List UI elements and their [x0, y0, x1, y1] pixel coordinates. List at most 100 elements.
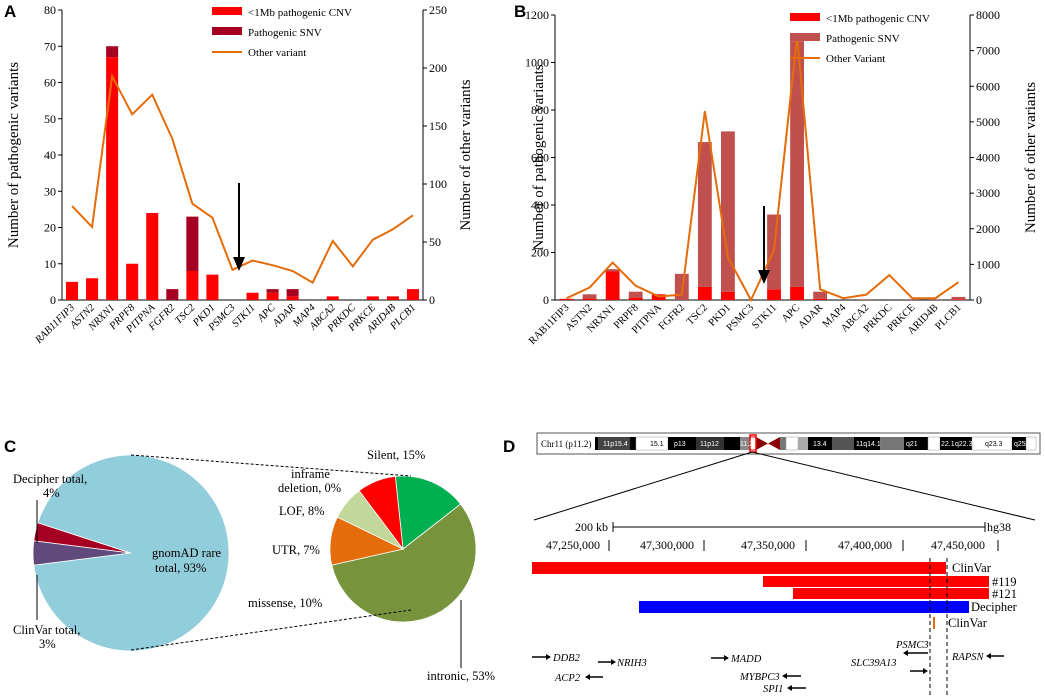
assembly-label: hg38 [987, 520, 1011, 534]
track-decipher [639, 601, 969, 613]
legend-label: Pathogenic SNV [826, 33, 900, 45]
right-tick-label: 5000 [976, 115, 1000, 129]
band-label: 11p12 [700, 441, 719, 448]
bar [406, 289, 419, 300]
track-label-121: #121 [992, 587, 1017, 601]
bar [166, 289, 179, 300]
panel-b-line [566, 36, 960, 303]
panel-b-categories: RAB11FIP3ASTN2NRXN1PRPF8PITPNAFGFR2TSC2P… [527, 302, 964, 347]
bar [605, 269, 620, 272]
label-decipher-total: Decipher total, [13, 472, 87, 486]
category-label: PLCB1 [934, 302, 964, 332]
legend-swatch [212, 7, 242, 15]
pie-slice [358, 475, 404, 551]
band-label: p13 [674, 441, 686, 448]
category-label: STK11 [750, 302, 779, 331]
zoom-line-right [751, 451, 1036, 521]
bar [628, 297, 643, 300]
pie-slice [394, 475, 462, 550]
pie-connector-bottom [130, 609, 412, 651]
panel-a-letter: A [4, 2, 16, 21]
label-inframe-2: deletion, 0% [278, 481, 341, 495]
right-tick-label: 250 [429, 3, 447, 17]
bar [697, 286, 712, 300]
coord-label: 47,250,000 [546, 538, 600, 552]
category-label: FGFR2 [657, 302, 687, 332]
track-label-clinvar-small: ClinVar [948, 616, 988, 630]
gene-acp2: ACP2 [554, 673, 581, 684]
panel-a-categories: RAB11FIP3ASTN2NRXN1PRPF8PITPNAFGFR2TSC2P… [33, 302, 418, 347]
track-label-decipher: Decipher [971, 600, 1018, 614]
bar [206, 274, 219, 300]
left-tick-label: 400 [531, 198, 549, 212]
band-label: 15.1 [650, 441, 664, 448]
bar [721, 131, 735, 292]
track-clinvar-large [532, 562, 946, 574]
band-label: q25 [1014, 441, 1026, 448]
track-label-clinvar: ClinVar [952, 561, 992, 575]
bar [721, 291, 735, 300]
band-label: 11p15.4 [603, 441, 628, 448]
gene-ddb2: DDB2 [552, 653, 581, 664]
bar [186, 271, 199, 300]
series-line [71, 72, 414, 285]
right-tick-label: 4000 [976, 151, 1000, 165]
band-label: 11.2 [740, 441, 753, 448]
label-decipher-pct: 4% [43, 486, 60, 500]
legend-label: Other variant [248, 47, 306, 59]
track-label-119: #119 [992, 575, 1017, 589]
gene-mybpc3: MYBPC3 [739, 672, 780, 683]
pie-slice [331, 503, 477, 623]
pie-slice [33, 454, 230, 652]
bar [146, 213, 159, 300]
band-label: 13.4 [813, 441, 827, 448]
left-tick-label: 0 [543, 293, 549, 307]
legend-swatch [212, 27, 242, 35]
chromosome-ideogram: 11p15.4 15.1 p13 11p12 11.2 13.4 11q14.1… [595, 434, 1037, 453]
label-gnomad-2: total, 93% [155, 561, 206, 575]
right-tick-label: 2000 [976, 222, 1000, 236]
left-tick-label: 200 [531, 246, 549, 260]
left-tick-label: 40 [44, 148, 56, 162]
right-tick-label: 50 [429, 235, 441, 249]
gene-psmc3: PSMC3 [895, 640, 929, 651]
bar [126, 263, 139, 300]
panel-a-arrowhead [233, 257, 245, 271]
label-gnomad-1: gnomAD rare [152, 546, 222, 560]
panel-a-line [71, 72, 414, 285]
left-tick-label: 30 [44, 184, 56, 198]
y2-axis-title: Number of other variants [458, 79, 474, 230]
panel-d: D Chr11 (p11.2) [503, 432, 1041, 696]
gene-nrih3: NRIH3 [616, 658, 647, 669]
y-axis-title: Number of pathogenic variants [531, 64, 547, 250]
panel-c-sub-pie [329, 475, 477, 623]
legend-label: <1Mb pathogenic CNV [248, 7, 352, 19]
bar [559, 298, 574, 300]
panel-c-letter: C [4, 437, 16, 456]
label-utr: UTR, 7% [272, 543, 320, 557]
label-clinvar-pct: 3% [39, 637, 56, 651]
left-tick-label: 80 [44, 3, 56, 17]
panel-b-axes: 0 200 400 600 800 1000 1200 0 1000 2000 3000 4000 50… [525, 8, 1039, 307]
y-axis-title: Number of pathogenic variants [6, 62, 22, 248]
gene-madd: MADD [730, 654, 762, 665]
panel-a: A 0 10 20 30 40 50 60 70 80 0 50 100 150 200 250 Number… [4, 2, 474, 347]
bar [386, 296, 399, 300]
track-clinvar-small [933, 617, 935, 629]
left-tick-label: 800 [531, 103, 549, 117]
label-intronic: intronic, 53% [427, 669, 495, 683]
coord-label: 47,450,000 [931, 538, 985, 552]
label-clinvar-total: ClinVar total, [13, 623, 80, 637]
left-tick-label: 600 [531, 151, 549, 165]
right-tick-label: 6000 [976, 79, 1000, 93]
panel-b-letter: B [514, 2, 526, 21]
bar [767, 289, 781, 300]
left-tick-label: 60 [44, 76, 56, 90]
panel-b-legend: <1Mb pathogenic CNV Pathogenic SNV Other V… [790, 13, 930, 65]
panel-a-legend: <1Mb pathogenic CNV Pathogenic SNV Other v… [212, 7, 352, 59]
right-tick-label: 150 [429, 119, 447, 133]
right-tick-label: 200 [429, 61, 447, 75]
track-119 [763, 576, 989, 587]
band-label: 11q14.1 [856, 441, 881, 448]
band-label: q22.3 [955, 441, 973, 448]
